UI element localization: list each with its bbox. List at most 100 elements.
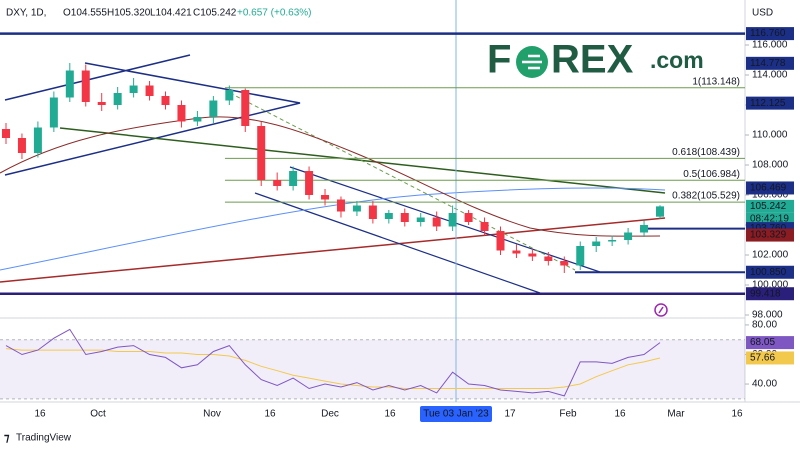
y-tick-label: 114.000 <box>752 70 788 81</box>
ohlc-open: O104.555 <box>63 8 107 19</box>
price-badge-label: 116.760 <box>750 28 786 39</box>
y-tick-label: 102.000 <box>752 250 789 261</box>
x-tick-label: Mar <box>667 409 685 420</box>
candle-body <box>145 85 154 96</box>
price-badge-label: 103.329 <box>750 230 787 241</box>
rsi-badge <box>746 351 794 365</box>
rsi-tick-label: 40.00 <box>752 379 777 390</box>
brand-icon: ⁊ <box>4 432 10 444</box>
candle-body <box>624 232 633 240</box>
x-tick-label: Nov <box>203 409 221 420</box>
y-tick-label: 110.000 <box>752 130 788 141</box>
candle-body <box>336 199 345 212</box>
candle-body <box>448 213 457 227</box>
price-badge <box>746 265 794 279</box>
ohlc-high: H105.320 <box>107 8 151 19</box>
candle-body <box>257 126 266 180</box>
rsi-band <box>0 339 745 400</box>
rsi-line <box>5 328 661 397</box>
x-tick-label: Feb <box>559 409 577 420</box>
candle-body <box>113 93 122 105</box>
y-tick-label: 116.000 <box>752 40 788 51</box>
fib-label: 1(113.148) <box>692 76 740 87</box>
price-badge-label: 114.778 <box>750 58 786 69</box>
price-badge <box>746 287 794 301</box>
x-tick-label: 16 <box>264 409 276 420</box>
price-badge-label: 106.469 <box>750 183 787 194</box>
candle-body <box>528 253 537 257</box>
price-badge <box>746 199 794 213</box>
candle-body <box>656 206 664 217</box>
candle-body <box>321 195 330 200</box>
candle-body <box>289 171 298 186</box>
alert-icon-mark <box>658 306 664 314</box>
symbol: DXY, 1D, <box>6 8 46 19</box>
rsi-badge-label: 68.05 <box>750 337 775 348</box>
fib-label: 0.382(105.529) <box>672 191 740 202</box>
rsi-band-fill <box>0 339 745 399</box>
candle-body <box>576 246 585 266</box>
x-tick-label: Dec <box>321 409 339 420</box>
x-tick-label: 16 <box>731 409 743 420</box>
candle-body <box>544 256 553 261</box>
candle-body <box>368 205 377 219</box>
price-badge <box>746 27 794 41</box>
candle-body <box>177 105 186 122</box>
y-tick-label: 108.000 <box>752 160 789 171</box>
candle-body <box>464 213 473 222</box>
brand: TradingView <box>16 433 72 444</box>
price-badge-label: 100.850 <box>750 267 787 278</box>
candle-body <box>560 261 569 266</box>
candle-body <box>416 217 425 222</box>
candle-body <box>496 231 505 251</box>
x-tick-label: Oct <box>90 409 106 420</box>
candle-body <box>49 97 58 128</box>
candle-body <box>2 129 10 138</box>
x-tick-label: 17 <box>504 409 516 420</box>
candle-body <box>640 225 649 233</box>
candle-body <box>352 205 361 212</box>
fib-label: 0.618(108.439) <box>672 147 740 158</box>
price-badge-label: 112.125 <box>750 98 786 109</box>
candle-body <box>193 117 202 122</box>
candle-body <box>480 222 489 231</box>
y-tick-label: 98.000 <box>752 310 783 321</box>
candle-body <box>305 171 314 195</box>
dashed-trendline <box>229 92 576 271</box>
ohlc-close: C105.242 <box>193 8 237 19</box>
price-badge-label: 99.418 <box>750 288 781 299</box>
candle-body <box>225 90 234 101</box>
x-tick-label: 16 <box>34 409 46 420</box>
candle-body <box>161 96 170 105</box>
crosshair-label: Tue 03 Jan '23 <box>423 409 489 420</box>
price-badge-label: 105.242 <box>750 201 787 212</box>
candle-body <box>97 102 106 105</box>
candle-body <box>273 180 282 186</box>
triangle-pattern <box>4 54 301 176</box>
candle-body <box>592 241 601 246</box>
candle-body <box>17 138 26 153</box>
rsi-ma-line <box>5 348 661 389</box>
logo-suffix: .com <box>650 47 704 73</box>
candle-body <box>384 213 393 219</box>
price-badge <box>746 181 794 195</box>
price-badge <box>746 228 794 242</box>
candle-body <box>129 85 138 93</box>
candle-body <box>241 90 250 126</box>
candle-body <box>608 240 617 242</box>
price-badge <box>746 96 794 110</box>
rsi-badge-label: 57.66 <box>750 353 775 364</box>
alert-icon[interactable] <box>654 303 668 317</box>
fib-label: 0.5(106.984) <box>683 169 740 180</box>
candle-body <box>432 217 441 227</box>
logo-glyph <box>522 54 542 70</box>
rsi-badge <box>746 336 794 350</box>
candle-body <box>65 70 74 98</box>
crosshair-badge <box>420 406 492 422</box>
countdown: 08:42:19 <box>750 214 789 225</box>
trendline <box>0 217 666 283</box>
y-tick-label: 106.000 <box>752 190 789 201</box>
logo-text: F <box>487 38 511 82</box>
x-tick-label: 16 <box>384 409 396 420</box>
